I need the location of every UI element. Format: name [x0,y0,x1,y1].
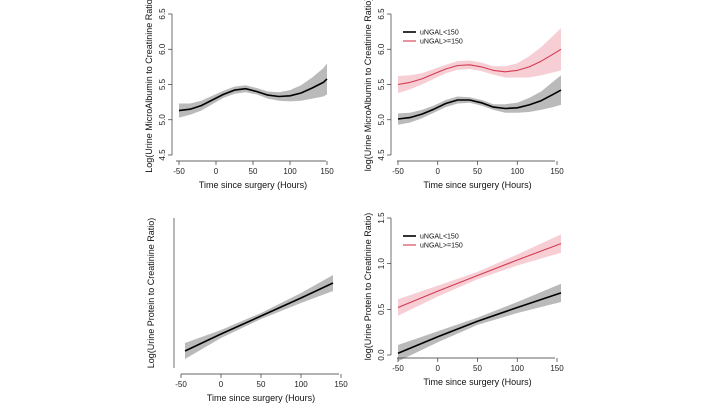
ungal-150-line [397,292,562,354]
y-tick-label: 6.5 [377,8,386,20]
y-tick-label: 5.5 [377,78,386,90]
x-tick-label: 150 [334,380,348,389]
ungal-150-confidence-band [398,75,561,125]
x-tick-label: 0 [436,167,441,176]
x-tick-label: 100 [294,380,308,389]
legend-label: uNGAL<150 [420,234,459,241]
x-tick-label: 150 [550,364,564,373]
ungal-150-confidence-band [398,28,561,94]
panel-bottom-left: -50 0 50 100 150 Time since surgery (Hours) Lo… [146,218,348,403]
x-axis-title: Time since surgery (Hours) [423,377,531,387]
panel-top-left: -50 0 50 100 150 Time since surgery (Hours) 4.… [144,0,334,190]
x-axis-title: Time since surgery (Hours) [207,393,315,403]
y-axis-title: Log(Urine MicroAlbumin to Creatinine Rat… [144,0,154,173]
legend-label: uNGAL<150 [420,30,459,37]
x-tick-label: 100 [283,167,297,176]
x-tick-label: -50 [175,380,187,389]
y-tick-label: 5.5 [158,78,167,90]
x-tick-label: 0 [436,364,441,373]
y-axis-title: Log(Urine Protein to Creatinine Ratio) [146,218,156,369]
x-axis-title: Time since surgery (Hours) [199,180,307,190]
y-tick-label: 0.0 [377,349,386,361]
legend: uNGAL<150 uNGAL>=150 [403,30,463,46]
x-tick-label: 50 [257,380,266,389]
y-tick-label: 0.5 [377,303,386,315]
y-tick-label: 6.5 [158,8,167,20]
legend-label: uNGAL>=150 [420,243,463,250]
legend-label: uNGAL>=150 [420,39,463,46]
x-tick-label: 150 [550,167,564,176]
ungal-150-line [397,89,562,120]
y-axis-title: log(Urine MicroAlbumin to Creatinine Rat… [363,0,373,171]
y-tick-label: 1.5 [377,212,386,224]
x-tick-label: 0 [214,167,219,176]
chart-panels: -50 0 50 100 150 Time since surgery (Hours) 4.… [144,0,564,403]
x-tick-label: 50 [249,167,258,176]
ungal-150-confidence-band [398,283,561,362]
x-tick-label: 100 [511,167,525,176]
ungal-150-line [397,243,562,309]
x-tick-label: 150 [320,167,334,176]
y-tick-label: 6.0 [377,43,386,55]
panel-top-right: -50 0 50 100 150 Time since surgery (Hours) 4.… [363,0,564,190]
y-tick-label: 6.0 [158,43,167,55]
y-tick-label: 4.5 [377,149,386,161]
x-tick-label: 100 [511,364,525,373]
y-tick-label: 5.0 [158,114,167,126]
y-tick-label: 5.0 [377,114,386,126]
y-tick-label: 1.0 [377,258,386,270]
series-0-line [184,282,334,352]
x-tick-label: 50 [473,167,482,176]
panel-bottom-right: -50 0 50 100 150 Time since surgery (Hours) 0.… [363,212,564,387]
x-tick-label: -50 [173,167,185,176]
x-tick-label: 50 [473,364,482,373]
y-axis-title: log(Urine Protein to Creatinine Ratio) [363,213,373,361]
x-axis-title: Time since surgery (Hours) [423,180,531,190]
y-tick-label: 4.5 [158,149,167,161]
series-0-line [178,78,328,112]
x-tick-label: -50 [392,167,404,176]
ungal-150-line [397,48,562,86]
legend: uNGAL<150 uNGAL>=150 [403,234,463,250]
x-tick-label: 0 [219,380,224,389]
x-tick-label: -50 [392,364,404,373]
